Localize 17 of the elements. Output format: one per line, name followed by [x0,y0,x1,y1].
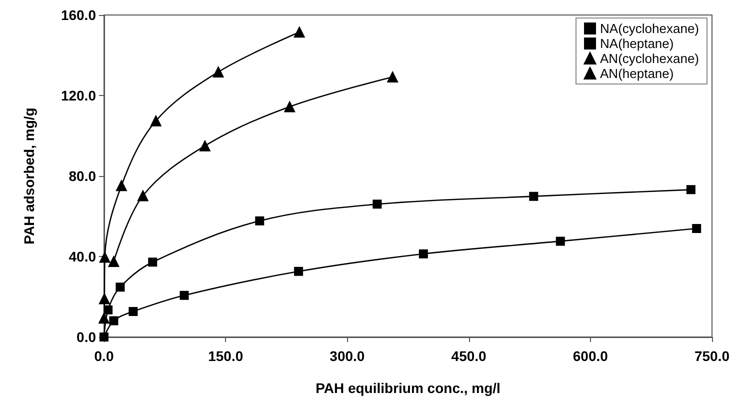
y-tick-label: 80.0 [68,168,96,184]
x-axis-title: PAH equilibrium conc., mg/l [316,380,500,396]
legend-label: AN(heptane) [600,66,674,81]
legend-label: AN(cyclohexane) [600,51,700,66]
y-axis-title: PAH adsorbed, mg/g [21,108,37,244]
legend-label: NA(cyclohexane) [600,21,700,36]
x-tick-label: 150.0 [208,348,244,364]
x-tick-label: 0.0 [94,348,114,364]
y-tick-label: 0.0 [76,329,96,345]
x-tick-label: 750.0 [694,348,730,364]
y-tick-label: 120.0 [60,88,96,104]
y-tick-label: 160.0 [60,7,96,23]
x-tick-label: 450.0 [451,348,487,364]
x-tick-label: 600.0 [572,348,608,364]
legend-label: NA(heptane) [600,36,674,51]
y-tick-label: 40.0 [68,248,96,264]
x-tick-label: 300.0 [330,348,365,364]
